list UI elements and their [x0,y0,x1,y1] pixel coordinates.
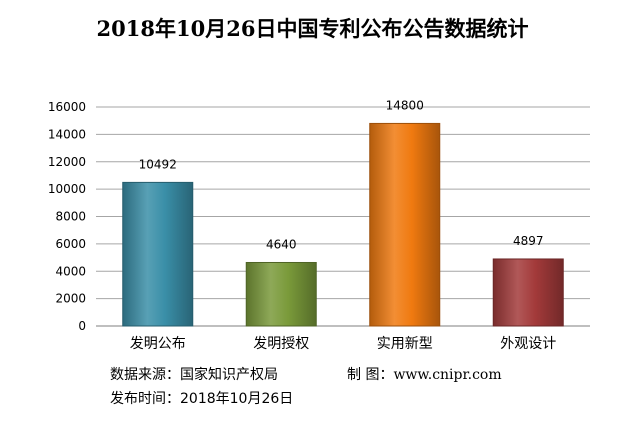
y-tick-label: 16000 [48,100,86,114]
bar-value-label: 4897 [513,234,544,248]
y-axis-ticks: 0 2000 4000 6000 8000 10000 12000 14000 16000 [48,100,86,333]
category-label: 发明授权 [253,336,309,352]
category-label: 外观设计 [500,336,556,352]
category-label: 实用新型 [377,336,433,352]
bar-value-label: 10492 [139,157,177,171]
y-tick-label: 8000 [55,210,86,224]
data-source: 数据来源：国家知识产权局 [110,367,278,383]
y-tick-label: 12000 [48,155,86,169]
chart-title: 2018年10月26日中国专利公布公告数据统计 [96,16,529,41]
value-labels: 10492 4640 14800 4897 [139,98,544,251]
bar-value-label: 14800 [386,98,424,112]
category-label: 发明公布 [130,336,186,352]
chart-maker: 制 图：www.cnipr.com [347,367,502,383]
publish-date: 发布时间：2018年10月26日 [110,391,294,407]
bar-value-label: 4640 [266,237,297,251]
bar [492,258,564,327]
category-labels: 发明公布 发明授权 实用新型 外观设计 [130,336,557,352]
bars [122,122,564,327]
y-tick-label: 2000 [55,292,86,306]
bar [245,261,317,327]
y-tick-label: 10000 [48,182,86,196]
y-tick-label: 4000 [55,264,86,278]
y-tick-label: 6000 [55,237,86,251]
y-tick-label: 14000 [48,127,86,141]
bar [122,181,194,327]
y-tick-label: 0 [78,319,86,333]
bar [369,122,441,327]
